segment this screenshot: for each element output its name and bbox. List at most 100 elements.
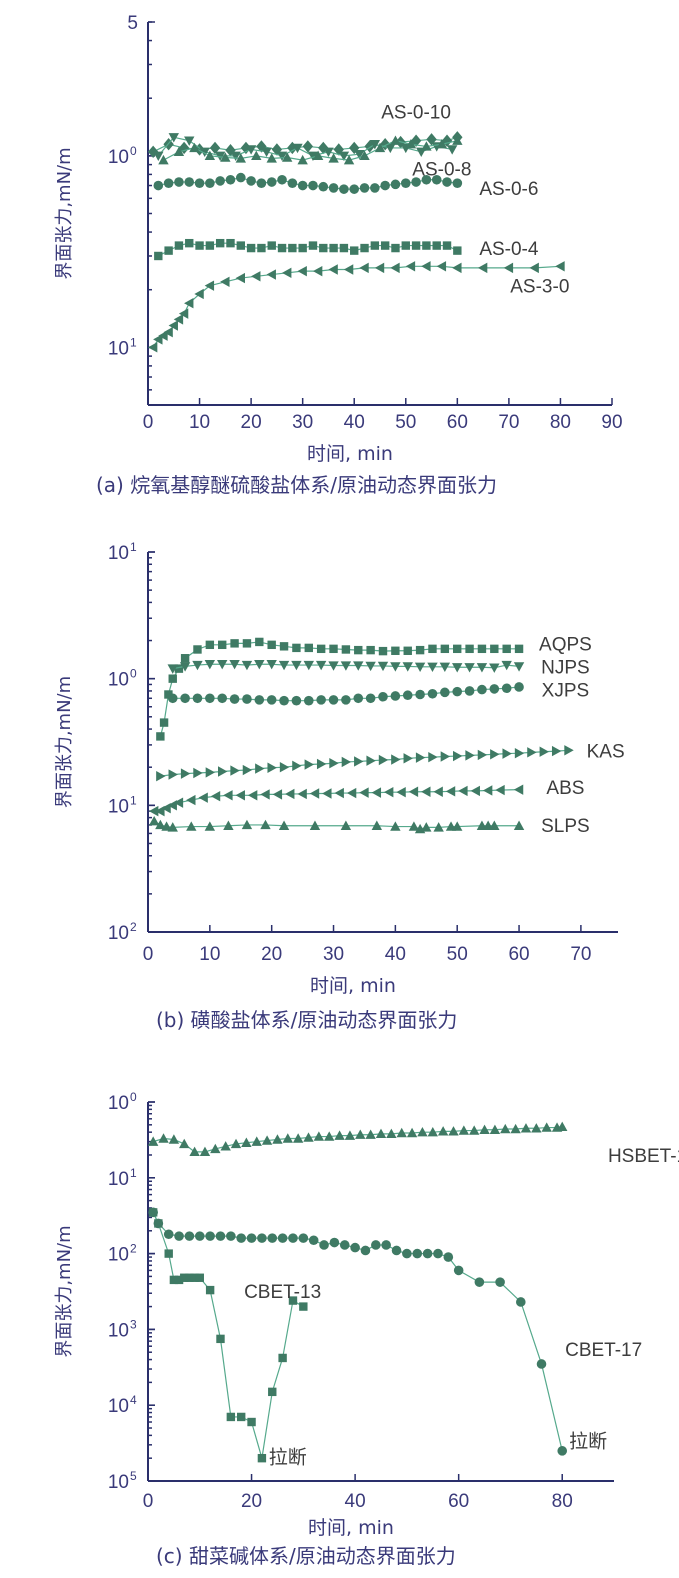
x-tick-label: 90 bbox=[601, 412, 622, 433]
data-point bbox=[199, 1146, 211, 1157]
data-point bbox=[229, 694, 240, 704]
data-point bbox=[148, 805, 159, 817]
data-point bbox=[174, 1275, 184, 1285]
data-point bbox=[378, 691, 388, 702]
series-as-3-0 bbox=[147, 261, 565, 353]
data-point bbox=[464, 663, 475, 673]
data-point bbox=[551, 745, 562, 757]
data-point bbox=[147, 342, 158, 353]
data-point bbox=[371, 787, 382, 798]
data-point bbox=[153, 151, 164, 162]
series-hsbet-12 bbox=[147, 1121, 568, 1157]
data-point bbox=[442, 241, 452, 250]
data-point bbox=[229, 660, 240, 670]
y-tick-exponent: 3 bbox=[130, 1317, 137, 1331]
data-point bbox=[338, 151, 350, 162]
data-point bbox=[319, 1240, 329, 1250]
data-point bbox=[220, 152, 231, 162]
y-tick-label: 10 0 bbox=[108, 1090, 137, 1114]
data-point bbox=[319, 243, 328, 253]
data-point bbox=[391, 243, 400, 253]
x-tick-label: 40 bbox=[345, 1491, 366, 1512]
y-tick-exponent: 1 bbox=[130, 793, 137, 807]
y-tick-mantissa: 10 bbox=[108, 1472, 129, 1493]
data-point bbox=[414, 662, 426, 673]
data-point bbox=[490, 644, 499, 654]
annotation-label: 拉断 bbox=[269, 1447, 307, 1469]
data-point bbox=[510, 1123, 521, 1134]
data-point bbox=[433, 1248, 443, 1259]
data-point bbox=[272, 1134, 283, 1144]
x-tick-label: 30 bbox=[323, 944, 344, 965]
data-point bbox=[513, 662, 525, 672]
data-point bbox=[298, 243, 307, 253]
data-point bbox=[199, 147, 210, 157]
data-point bbox=[254, 695, 265, 705]
series-label: SLPS bbox=[541, 816, 590, 837]
data-point bbox=[465, 644, 474, 654]
data-point bbox=[339, 243, 349, 253]
data-point bbox=[195, 1273, 204, 1282]
data-point bbox=[230, 151, 241, 162]
y-tick-mantissa: 10 bbox=[108, 1169, 129, 1190]
data-point bbox=[158, 154, 169, 165]
data-point bbox=[421, 261, 431, 272]
data-point bbox=[236, 172, 246, 183]
y-tick-mantissa: 10 bbox=[108, 147, 129, 168]
data-point bbox=[226, 238, 235, 248]
data-point bbox=[385, 143, 396, 154]
data-point bbox=[370, 183, 380, 193]
data-point bbox=[266, 695, 277, 705]
data-point bbox=[390, 821, 401, 831]
data-point bbox=[156, 732, 165, 741]
data-point bbox=[189, 1146, 200, 1157]
data-point bbox=[304, 759, 314, 770]
data-point bbox=[489, 684, 500, 694]
data-point bbox=[432, 241, 441, 250]
data-point bbox=[541, 1122, 552, 1132]
data-point bbox=[329, 1237, 340, 1248]
data-point bbox=[174, 664, 184, 673]
data-point bbox=[421, 141, 432, 151]
data-point bbox=[184, 136, 195, 146]
data-point bbox=[341, 645, 351, 654]
y-tick-exponent: 2 bbox=[130, 1242, 137, 1256]
series-label: AS-0-10 bbox=[381, 103, 451, 124]
data-point bbox=[316, 644, 326, 654]
x-axis-title: 时间, min bbox=[310, 975, 396, 997]
data-point bbox=[406, 1127, 418, 1138]
data-point bbox=[312, 265, 323, 277]
data-point bbox=[557, 1121, 568, 1132]
series-label: CBET-17 bbox=[565, 1340, 642, 1361]
y-tick-exponent: 0 bbox=[130, 667, 137, 681]
series-label: KAS bbox=[587, 742, 625, 763]
data-point bbox=[194, 288, 204, 300]
data-point bbox=[178, 308, 189, 319]
data-point bbox=[154, 251, 163, 261]
data-point bbox=[246, 243, 256, 253]
data-point bbox=[257, 1453, 267, 1463]
data-point bbox=[437, 1126, 449, 1136]
data-point bbox=[235, 790, 245, 801]
data-point bbox=[555, 261, 565, 272]
data-point bbox=[288, 1296, 298, 1305]
data-point bbox=[279, 762, 290, 773]
data-point bbox=[174, 177, 184, 187]
data-point bbox=[381, 1240, 391, 1250]
data-point bbox=[390, 662, 401, 672]
data-point bbox=[527, 747, 537, 758]
y-tick-label: 10 0 bbox=[108, 667, 137, 691]
data-point bbox=[173, 797, 184, 808]
data-point bbox=[230, 1138, 242, 1149]
data-point bbox=[179, 1138, 190, 1149]
data-point bbox=[236, 241, 245, 250]
data-point bbox=[226, 1412, 236, 1422]
data-point bbox=[159, 718, 169, 727]
data-point bbox=[458, 1125, 470, 1135]
data-point bbox=[422, 1248, 433, 1259]
data-point bbox=[173, 314, 184, 325]
data-point bbox=[215, 176, 225, 186]
series-cbet-13 bbox=[148, 1208, 308, 1463]
